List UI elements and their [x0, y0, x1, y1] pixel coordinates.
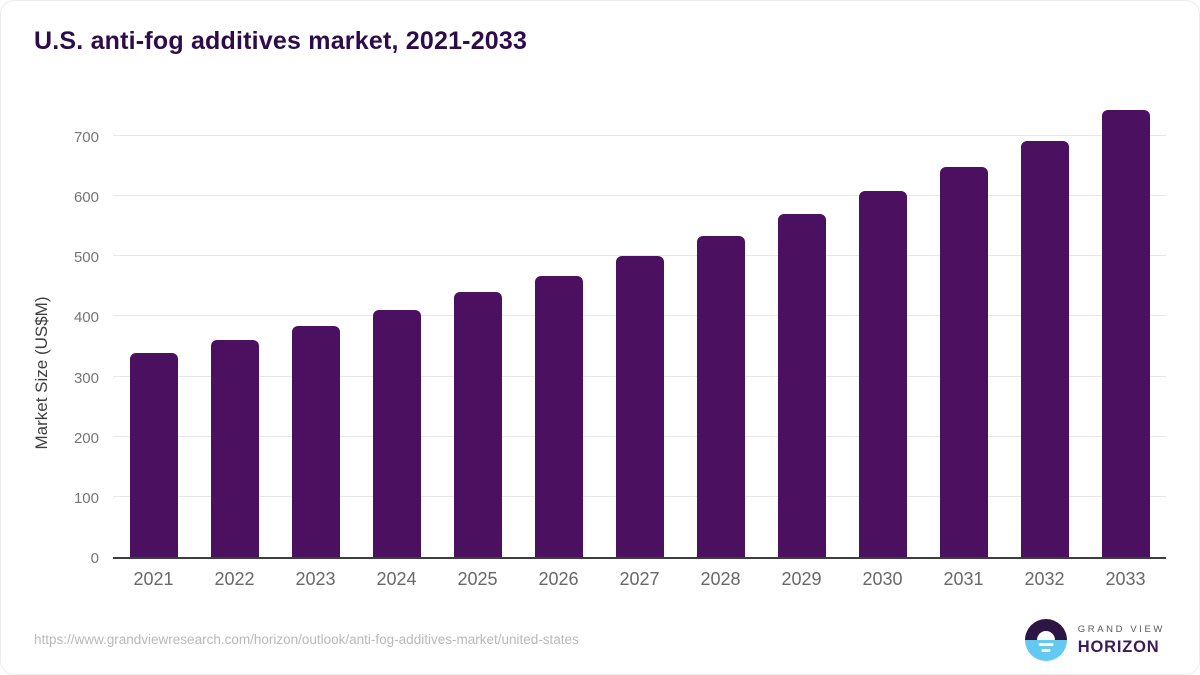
x-tick-2030: 2030	[862, 569, 903, 589]
bar-2033	[1101, 110, 1150, 557]
sun-shape	[1036, 631, 1055, 640]
y-tick-600: 600	[73, 189, 99, 207]
bar-2029	[777, 214, 826, 557]
x-tick-2029: 2029	[781, 569, 822, 589]
y-tick-500: 500	[73, 249, 99, 267]
x-tick-2021: 2021	[133, 569, 174, 589]
plot-area	[113, 108, 1166, 559]
wave-shape	[1038, 643, 1054, 646]
gridline-600	[113, 195, 1166, 197]
bar-2026	[534, 276, 583, 557]
horizon-sunset-icon	[1024, 619, 1067, 661]
y-tick-0: 0	[90, 550, 99, 567]
logo-text: GRAND VIEW HORIZON	[1078, 624, 1165, 657]
source-url: https://www.grandviewresearch.com/horizo…	[34, 632, 579, 647]
bar-2030	[858, 191, 907, 557]
x-tick-2022: 2022	[214, 569, 255, 589]
gridline-500	[113, 255, 1166, 257]
bar-2031	[939, 167, 988, 557]
bar-2027	[615, 256, 664, 557]
bar-2022	[210, 340, 259, 557]
wave-shape	[1041, 649, 1051, 652]
y-tick-300: 300	[73, 369, 99, 387]
x-tick-2023: 2023	[295, 569, 336, 589]
y-tick-200: 200	[73, 429, 99, 447]
x-tick-2031: 2031	[943, 569, 984, 589]
y-tick-400: 400	[73, 309, 99, 327]
x-tick-2033: 2033	[1105, 569, 1146, 589]
bar-2028	[696, 236, 745, 557]
y-tick-100: 100	[73, 489, 99, 507]
x-tick-2024: 2024	[376, 569, 417, 589]
bar-2025	[453, 292, 502, 557]
x-tick-2032: 2032	[1024, 569, 1065, 589]
x-tick-2027: 2027	[619, 569, 660, 589]
x-tick-2025: 2025	[457, 569, 498, 589]
bar-2021	[129, 353, 178, 557]
y-tick-700: 700	[73, 129, 99, 147]
bar-2023	[291, 326, 340, 557]
bar-2024	[372, 310, 421, 557]
gridline-700	[113, 135, 1166, 137]
grand-view-horizon-logo: GRAND VIEW HORIZON	[1024, 619, 1165, 661]
bar-2032	[1020, 141, 1069, 557]
x-tick-2028: 2028	[700, 569, 741, 589]
chart-title: U.S. anti-fog additives market, 2021-203…	[34, 27, 528, 55]
logo-product-name: HORIZON	[1077, 637, 1160, 656]
x-tick-2026: 2026	[538, 569, 579, 589]
logo-brand-name: GRAND VIEW	[1077, 623, 1165, 635]
